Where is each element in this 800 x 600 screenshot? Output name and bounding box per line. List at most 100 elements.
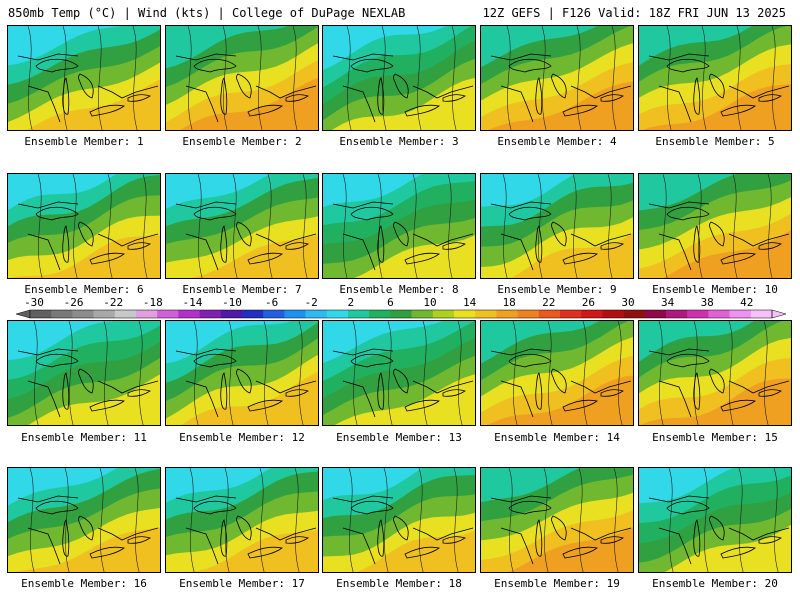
temperature-map xyxy=(323,321,475,425)
ensemble-panel-13 xyxy=(322,320,476,426)
colorbar-swatch xyxy=(538,310,561,318)
colorbar-tick-label: -22 xyxy=(103,296,123,309)
height-contours xyxy=(187,26,298,130)
great-lakes-outline xyxy=(175,53,317,123)
colorbar-swatch xyxy=(581,310,603,318)
colorbar-swatch xyxy=(602,310,624,318)
height-contours xyxy=(658,321,769,425)
ensemble-member-label: Ensemble Member: 16 xyxy=(21,577,147,590)
ensemble-member-label: Ensemble Member: 13 xyxy=(336,431,462,444)
height-contours xyxy=(342,174,453,278)
colorbar-swatch xyxy=(199,310,222,318)
ensemble-panel-9 xyxy=(480,173,634,279)
great-lakes-outline xyxy=(17,201,159,271)
temperature-map xyxy=(166,468,318,572)
great-lakes-outline xyxy=(648,201,790,271)
great-lakes-outline xyxy=(17,53,159,123)
great-lakes-outline xyxy=(175,201,317,271)
great-lakes-outline xyxy=(332,53,474,123)
colorbar-swatch xyxy=(432,310,455,318)
colorbar-swatch xyxy=(644,310,667,318)
ensemble-member-label: Ensemble Member: 18 xyxy=(336,577,462,590)
height-contours xyxy=(193,321,304,425)
colorbar-swatch xyxy=(369,310,391,318)
ensemble-panel-17 xyxy=(165,467,319,573)
height-contours xyxy=(352,321,463,425)
ensemble-panel-16 xyxy=(7,467,161,573)
ensemble-member-label: Ensemble Member: 9 xyxy=(497,283,617,296)
ensemble-member-label: Ensemble Member: 20 xyxy=(652,577,778,590)
great-lakes-outline xyxy=(175,495,317,565)
temperature-map xyxy=(481,26,633,130)
height-contours xyxy=(27,26,138,130)
ensemble-panel-1 xyxy=(7,25,161,131)
map-header: 850mb Temp (°C) | Wind (kts) | College o… xyxy=(0,0,800,24)
great-lakes-outline xyxy=(17,348,159,418)
temperature-map xyxy=(639,26,791,130)
colorbar-right-arrow xyxy=(771,309,787,319)
temperature-map xyxy=(8,174,160,278)
ensemble-member-label: Ensemble Member: 8 xyxy=(339,283,459,296)
temperature-map xyxy=(323,468,475,572)
height-contours xyxy=(666,26,777,130)
height-contours xyxy=(502,174,613,278)
great-lakes-outline xyxy=(490,348,632,418)
colorbar-swatch xyxy=(454,310,476,318)
colorbar-tick-label: -18 xyxy=(143,296,163,309)
height-contours xyxy=(189,468,300,572)
ensemble-member-label: Ensemble Member: 7 xyxy=(182,283,302,296)
ensemble-panel-11 xyxy=(7,320,161,426)
colorbar-graphic: -30 -26 -22 -18 -14 -10 -6 -2 2 6 10 14 18 22 26 30 34 38… xyxy=(15,296,787,319)
colorbar-swatch xyxy=(157,310,179,318)
ensemble-panel-5 xyxy=(638,25,792,131)
colorbar-tick-label: 38 xyxy=(701,296,714,309)
temperature-map xyxy=(323,174,475,278)
ensemble-panel-15 xyxy=(638,320,792,426)
colorbar-swatch xyxy=(411,310,434,318)
colorbar-tick-label: -30 xyxy=(24,296,44,309)
ensemble-member-label: Ensemble Member: 5 xyxy=(655,135,775,148)
temperature-map xyxy=(8,321,160,425)
colorbar-swatch xyxy=(475,310,497,318)
great-lakes-outline xyxy=(332,201,474,271)
colorbar-tick-label: 42 xyxy=(740,296,753,309)
colorbar-swatch xyxy=(242,310,264,318)
colorbar-left-arrow xyxy=(15,309,31,319)
temperature-colorbar: -30 -26 -22 -18 -14 -10 -6 -2 2 6 10 14 18 22 26 30 34 38… xyxy=(0,296,800,322)
ensemble-panel-20 xyxy=(638,467,792,573)
colorbar-swatch xyxy=(284,310,306,318)
ensemble-member-label: Ensemble Member: 6 xyxy=(24,283,144,296)
colorbar-swatch xyxy=(220,310,243,318)
colorbar-swatch xyxy=(114,310,137,318)
colorbar-swatch xyxy=(560,310,582,318)
ensemble-member-label: Ensemble Member: 14 xyxy=(494,431,620,444)
colorbar-swatch xyxy=(72,310,94,318)
ensemble-member-label: Ensemble Member: 15 xyxy=(652,431,778,444)
colorbar-tick-label: 26 xyxy=(582,296,595,309)
colorbar-tick-label: 2 xyxy=(347,296,354,309)
colorbar-swatch xyxy=(30,310,52,318)
temperature-map xyxy=(8,26,160,130)
great-lakes-outline xyxy=(648,53,790,123)
great-lakes-outline xyxy=(490,495,632,565)
height-contours xyxy=(662,174,773,278)
ensemble-panel-4 xyxy=(480,25,634,131)
colorbar-swatch xyxy=(390,310,412,318)
height-contours xyxy=(506,26,617,130)
height-contours xyxy=(37,174,148,278)
temperature-map xyxy=(481,468,633,572)
ensemble-panel-10 xyxy=(638,173,792,279)
ensemble-member-label: Ensemble Member: 1 xyxy=(24,135,144,148)
ensemble-member-label: Ensemble Member: 4 xyxy=(497,135,617,148)
height-contours xyxy=(29,468,140,572)
colorbar-swatch xyxy=(666,310,688,318)
colorbar-tick-label: 34 xyxy=(661,296,675,309)
ensemble-panel-19 xyxy=(480,467,634,573)
colorbar-swatch xyxy=(93,310,116,318)
great-lakes-outline xyxy=(175,348,317,418)
ensemble-member-label: Ensemble Member: 11 xyxy=(21,431,147,444)
temperature-map xyxy=(8,468,160,572)
ensemble-member-label: Ensemble Member: 3 xyxy=(339,135,459,148)
great-lakes-outline xyxy=(648,348,790,418)
colorbar-swatch xyxy=(326,310,349,318)
